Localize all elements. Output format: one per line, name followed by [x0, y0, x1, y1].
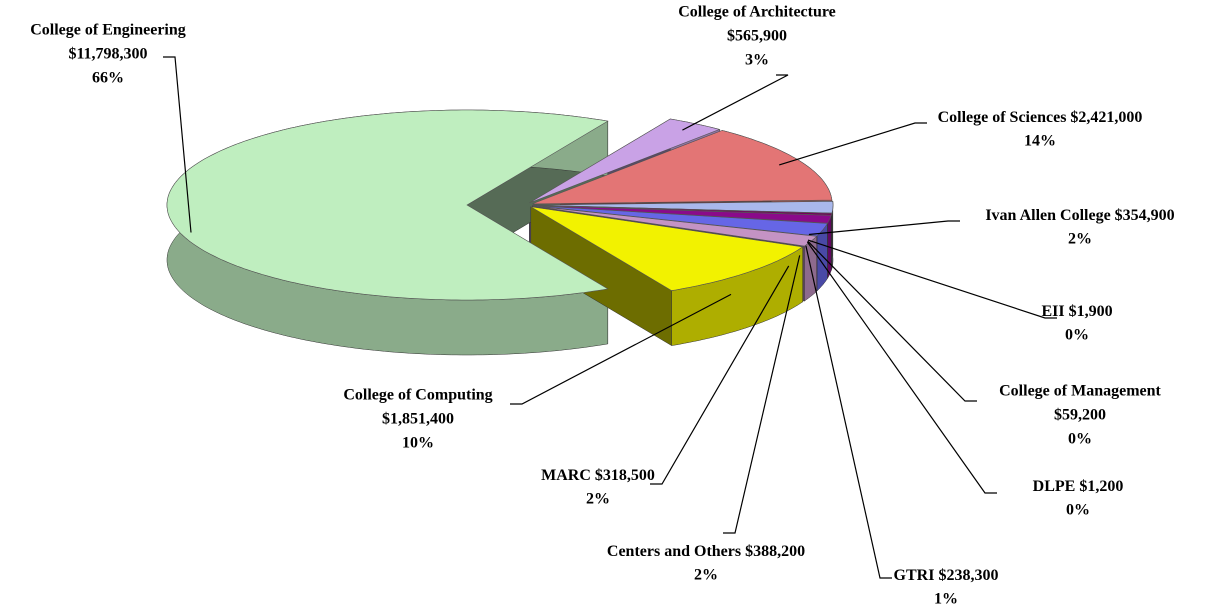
percent-label: 2%: [694, 567, 718, 584]
category-label: College of Sciences: [938, 109, 1067, 126]
leader-line: [805, 245, 892, 579]
percent-label: 0%: [1065, 327, 1089, 344]
percent-label: 0%: [1066, 502, 1090, 519]
category-label: Ivan Allen College: [985, 207, 1110, 224]
percent-label: 0%: [1068, 431, 1092, 448]
slice: [530, 206, 804, 291]
leader-line: [650, 265, 790, 485]
leader-line: [807, 240, 977, 402]
slice: [532, 200, 834, 214]
data-label: DLPE $1,200: [1033, 478, 1124, 495]
percent-label: 10%: [402, 435, 434, 452]
percent-label: 14%: [1024, 133, 1056, 150]
value-label: $1,200: [1079, 478, 1123, 495]
category-label: College of Architecture: [678, 4, 836, 21]
category-label: College of Management: [999, 383, 1161, 400]
slice: [532, 130, 833, 205]
category-label: MARC: [541, 467, 591, 484]
value-label: $388,200: [745, 543, 805, 560]
value-label: $318,500: [595, 467, 655, 484]
value-label: $565,900: [727, 28, 787, 45]
data-label: GTRI $238,300: [894, 567, 999, 584]
percent-label: 2%: [586, 491, 610, 508]
category-label: College of Engineering: [30, 22, 186, 39]
leader-line: [510, 293, 732, 405]
leader-line: [682, 74, 789, 131]
category-label: EII: [1041, 303, 1064, 320]
value-label: $2,421,000: [1070, 109, 1142, 126]
value-label: $11,798,300: [68, 46, 147, 63]
value-label: $238,300: [938, 567, 998, 584]
slice: [166, 109, 609, 301]
slice: [532, 205, 828, 237]
slice-tops: [166, 109, 834, 301]
leader-line: [808, 220, 960, 236]
percent-label: 2%: [1068, 231, 1092, 248]
leader-line: [163, 56, 192, 233]
percent-label: 1%: [934, 591, 958, 608]
value-label: $354,900: [1115, 207, 1175, 224]
value-label: $59,200: [1054, 407, 1106, 424]
category-label: College of Computing: [343, 387, 492, 404]
data-label: Centers and Others $388,200: [607, 543, 805, 560]
leader-line: [779, 122, 927, 166]
category-label: DLPE: [1033, 478, 1076, 495]
value-label: $1,900: [1069, 303, 1113, 320]
labels: College of Engineering $11,798,300 66% Coll…: [30, 4, 1174, 608]
data-label: MARC $318,500: [541, 467, 655, 484]
value-label: $1,851,400: [382, 411, 454, 428]
leader-line: [807, 239, 1057, 319]
percent-label: 66%: [92, 70, 124, 87]
leader-line: [723, 255, 801, 534]
data-label: Ivan Allen College $354,900: [985, 207, 1174, 224]
data-label: College of Sciences $2,421,000: [938, 109, 1143, 126]
category-label: GTRI: [894, 567, 935, 584]
data-label: EII $1,900: [1041, 303, 1112, 320]
percent-label: 3%: [745, 52, 769, 69]
leader-line: [806, 241, 997, 494]
category-label: Centers and Others: [607, 543, 741, 560]
